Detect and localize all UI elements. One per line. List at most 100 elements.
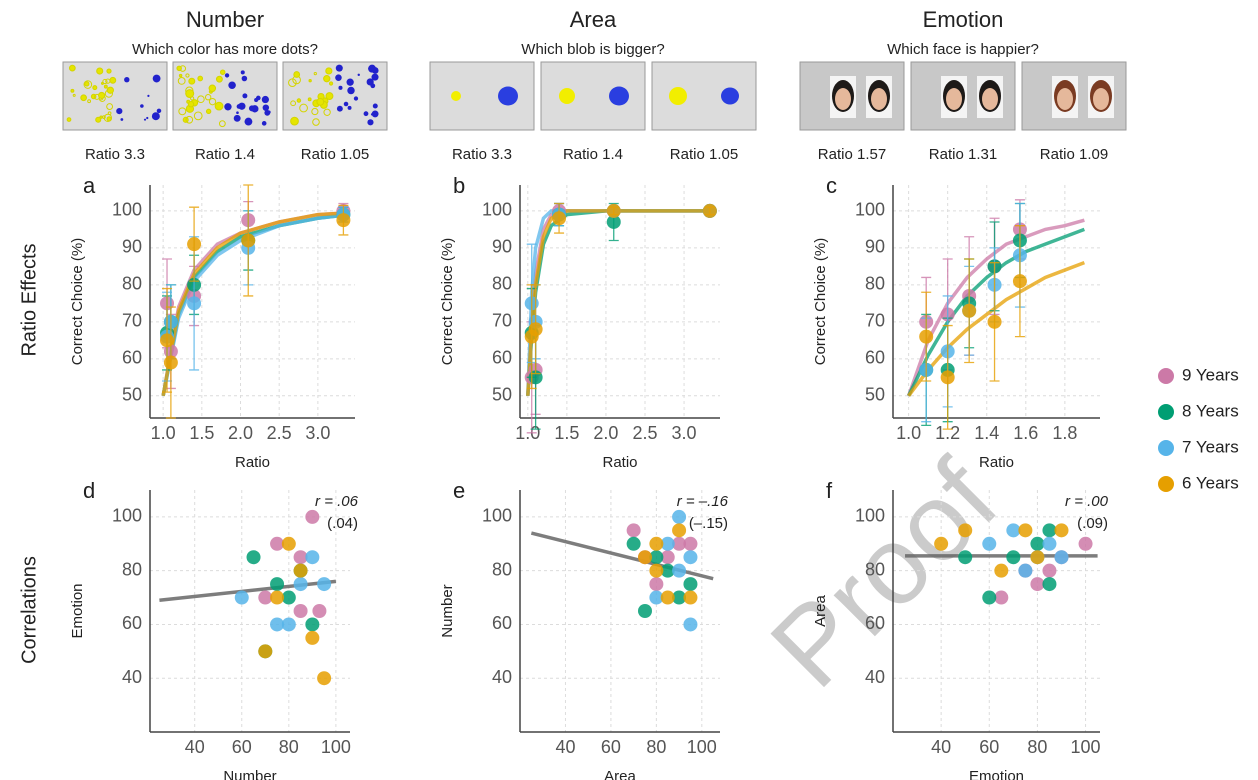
legend-swatch [1158,476,1174,492]
dot [120,118,124,121]
x-tick-label: 1.0 [896,423,921,443]
y-tick-label: 60 [492,348,512,368]
point [649,550,664,565]
stimulus-ratio: Ratio 1.57 [818,146,886,163]
point [305,509,320,524]
y-tick-label: 80 [122,274,142,294]
dot [244,117,253,126]
blob [451,91,461,101]
fit-curve [907,227,1085,397]
annotation: (.09) [1077,515,1108,532]
stimulus-ratio: Ratio 1.05 [670,146,738,163]
chart-panel: 50 60 70 80 90 100 1.0 1.2 1.4 1.6 1.8 c Ratio Correc… [812,173,1100,471]
point [958,523,973,538]
stimulus-ratio: Ratio 1.31 [929,146,997,163]
point [1042,563,1057,578]
point [1006,550,1021,565]
column-title: Emotion [923,7,1004,32]
dot [338,85,343,90]
point [919,329,934,344]
x-tick-label: 2.0 [228,423,253,443]
point [270,590,285,605]
point [683,617,698,632]
point [312,604,327,618]
dot [299,103,308,113]
dot [255,95,261,101]
stimulus [429,61,535,131]
x-tick-label: 2.5 [267,423,292,443]
dot [336,105,343,112]
x-axis-label: Number [223,768,276,780]
y-tick-label: 100 [855,506,885,526]
x-tick-label: 100 [1071,737,1101,757]
x-axis-label: Ratio [602,454,637,471]
point [1078,536,1093,551]
dot [224,73,230,78]
point [672,509,687,524]
y-tick-label: 80 [492,274,512,294]
x-axis-label: Emotion [969,768,1024,780]
point [702,203,717,218]
dot [343,101,349,107]
point [187,237,202,252]
y-tick-label: 50 [122,385,142,405]
fit-curve [526,209,716,396]
dot [205,108,212,115]
point [1030,536,1045,551]
point [336,213,351,228]
y-tick-label: 40 [492,667,512,687]
dot [363,111,369,117]
dot [308,79,312,83]
x-tick-label: 2.0 [593,423,618,443]
dot [347,86,355,95]
point [940,370,955,385]
face [835,88,851,110]
dot [261,95,269,104]
fit-curve [161,210,349,397]
x-tick-label: 1.8 [1052,423,1077,443]
point [660,563,675,578]
stimulus-frame [62,61,168,131]
point [281,617,296,632]
dot [208,97,217,106]
point [683,550,698,565]
dot [98,91,106,99]
point [660,536,675,551]
dot [262,104,270,111]
point [994,590,1009,605]
column-question: Which blob is bigger? [521,41,664,58]
panel-letter: d [83,478,95,503]
point [649,590,664,605]
point [606,203,621,218]
fit-curve [526,209,716,396]
dot [152,74,161,83]
point [638,604,652,618]
dot [371,73,379,81]
stimulus [1021,61,1127,131]
fit-curve [161,212,350,397]
point [982,536,997,551]
dot [293,71,301,78]
point [934,536,949,551]
point [258,644,273,659]
stimulus-frame [540,61,646,131]
dot [177,76,186,85]
y-tick-label: 60 [492,613,512,633]
dot [185,115,194,124]
dot [208,84,217,93]
dot [66,117,72,122]
point [683,590,698,605]
y-tick-label: 70 [122,311,142,331]
dot [193,111,203,121]
point [649,563,664,578]
y-tick-label: 100 [112,506,142,526]
dot [328,81,334,86]
dot [288,78,297,87]
dot [188,77,196,85]
dot [316,97,325,106]
point [672,563,687,578]
dot [106,68,112,74]
annotation: r = .06 [315,493,359,510]
column-question: Which face is happier? [887,41,1039,58]
dot [370,83,376,89]
